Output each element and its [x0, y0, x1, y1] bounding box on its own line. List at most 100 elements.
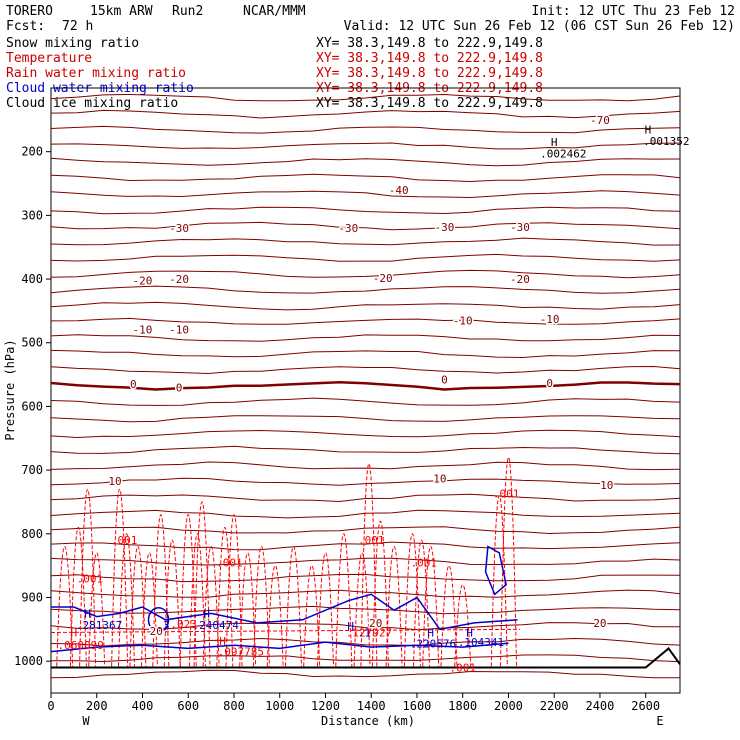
isotherm: [50, 493, 681, 503]
isotherm: [50, 541, 681, 551]
isotherm: [50, 253, 681, 262]
temperature-label: 10: [108, 475, 121, 488]
rain-contour: [193, 501, 211, 667]
rain-contour: [69, 526, 87, 667]
cloud-water-label: H: [427, 627, 434, 640]
rain-contour: [252, 545, 270, 667]
isotherm: [51, 654, 681, 663]
temperature-label: -20: [373, 272, 393, 285]
x-tick-label: 800: [223, 699, 245, 713]
temperature-label: 0: [130, 378, 137, 391]
temperature-label: 10: [433, 472, 446, 485]
rain-contour: [129, 545, 147, 667]
isotherm: [50, 365, 681, 375]
rain-contour: [79, 488, 97, 667]
rain-contour: [403, 533, 421, 667]
rain-contour: [285, 545, 302, 667]
rain-label: .001: [358, 534, 385, 547]
rain-contour: [239, 552, 257, 667]
x-tick-label: 1600: [403, 699, 432, 713]
rain-contour: [163, 539, 181, 667]
header: TORERO 15km ARW Run2 NCAR/MMM Init: 12 U…: [6, 4, 735, 34]
isotherm: [50, 125, 681, 134]
cloud-water-label: .104341: [458, 636, 504, 649]
temperature-label: -70: [590, 114, 610, 127]
plot-area: -70 -40 -30 -30 -30 -30 -20 -20 -20 -20 -10 -10 -10 -…: [50, 87, 689, 694]
rain-contour: [216, 526, 234, 667]
snow-label: H: [645, 123, 652, 136]
rain-label: .001: [111, 534, 138, 547]
rain-contour: [266, 565, 284, 667]
rain-contour: [335, 533, 353, 667]
rain-contour: [152, 514, 170, 667]
isotherm: [50, 109, 681, 119]
y-tick-label: 300: [21, 208, 43, 222]
legend-cross-section: XY= 38.3,149.8 to 222.9,149.8: [316, 51, 543, 66]
isotherm: [50, 349, 681, 359]
model-center: NCAR/MMM: [243, 4, 306, 19]
x-tick-label: 1800: [448, 699, 477, 713]
cloud-water-contour: [50, 641, 509, 653]
isotherm: [50, 93, 681, 102]
temperature-label: -40: [389, 184, 409, 197]
temperature-label: -10: [540, 313, 560, 326]
rain-contour: [413, 539, 430, 667]
isotherm: [50, 429, 681, 439]
model-name: TORERO: [6, 4, 53, 19]
forecast-hour: 72 h: [62, 19, 93, 34]
isotherm: [50, 301, 681, 311]
rain-contour: [111, 488, 129, 667]
rain-contour: [385, 545, 403, 667]
temperature-label: -20: [133, 274, 153, 287]
isotherm: [50, 269, 681, 279]
isotherm: [50, 397, 681, 406]
rain-contour: [188, 533, 206, 667]
x-tick-label: 2400: [585, 699, 614, 713]
rain-label: H: [219, 635, 226, 648]
isotherm: [50, 622, 681, 631]
rain-contour: [353, 552, 371, 667]
cloud-water-label: H: [203, 607, 210, 620]
rain-contour: [179, 514, 197, 667]
temperature-label: 20: [369, 617, 382, 630]
y-tick-label: 200: [21, 145, 43, 159]
rain-label: .001: [449, 662, 476, 675]
x-tick-label: 2200: [540, 699, 569, 713]
rain-label: H: [71, 627, 78, 640]
rain-label: .001: [411, 556, 438, 569]
legend-cross-section: XY= 38.3,149.8 to 222.9,149.8: [316, 96, 543, 111]
rain-label: .023: [170, 618, 197, 631]
y-tick-label: 800: [21, 527, 43, 541]
legend-label: Snow mixing ratio: [6, 36, 139, 51]
cloud-water-label: H: [347, 620, 354, 633]
temperature-contours: [50, 93, 681, 679]
isotherm: [50, 589, 681, 598]
isotherm: [50, 445, 681, 455]
freezing-level-contour: [50, 380, 681, 391]
valid-time: Valid: 12 UTC Sun 26 Feb 12 (06 CST Sun …: [344, 19, 735, 34]
x-axis-label: Distance (km): [321, 714, 415, 728]
isotherm: [50, 557, 681, 566]
x-tick-label: 1400: [357, 699, 386, 713]
isotherm: [50, 142, 681, 150]
temperature-label: -30: [434, 221, 454, 234]
rain-contour: [225, 514, 243, 667]
x-tick-label: 1200: [311, 699, 340, 713]
legend-cross-section: XY= 38.3,149.8 to 222.9,149.8: [316, 36, 543, 51]
rain-contour: [202, 545, 220, 667]
temperature-label: 10: [600, 479, 613, 492]
rain-contour: [140, 552, 158, 667]
isotherm: [50, 509, 681, 519]
x-tick-label: 2000: [494, 699, 523, 713]
isotherm: [50, 157, 681, 167]
rain-label: .001: [216, 556, 243, 569]
x-tick-label: 600: [177, 699, 199, 713]
rain-contour: [50, 628, 520, 633]
temperature-label: 0: [176, 381, 183, 394]
temperature-label: -10: [453, 314, 473, 327]
cloud-water-contour: [51, 593, 518, 631]
isotherm: [50, 334, 681, 342]
cloud-water-label: .281367: [76, 619, 122, 632]
rain-contour: [500, 456, 517, 667]
isotherm: [50, 669, 681, 679]
